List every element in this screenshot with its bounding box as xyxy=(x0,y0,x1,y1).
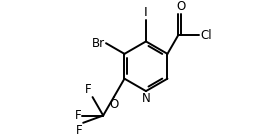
Text: I: I xyxy=(144,6,148,19)
Text: F: F xyxy=(74,109,81,122)
Text: N: N xyxy=(142,92,150,105)
Text: F: F xyxy=(76,124,82,137)
Text: Cl: Cl xyxy=(200,29,212,42)
Text: F: F xyxy=(85,83,92,96)
Text: O: O xyxy=(109,98,119,111)
Text: Br: Br xyxy=(92,37,105,50)
Text: O: O xyxy=(176,0,185,13)
